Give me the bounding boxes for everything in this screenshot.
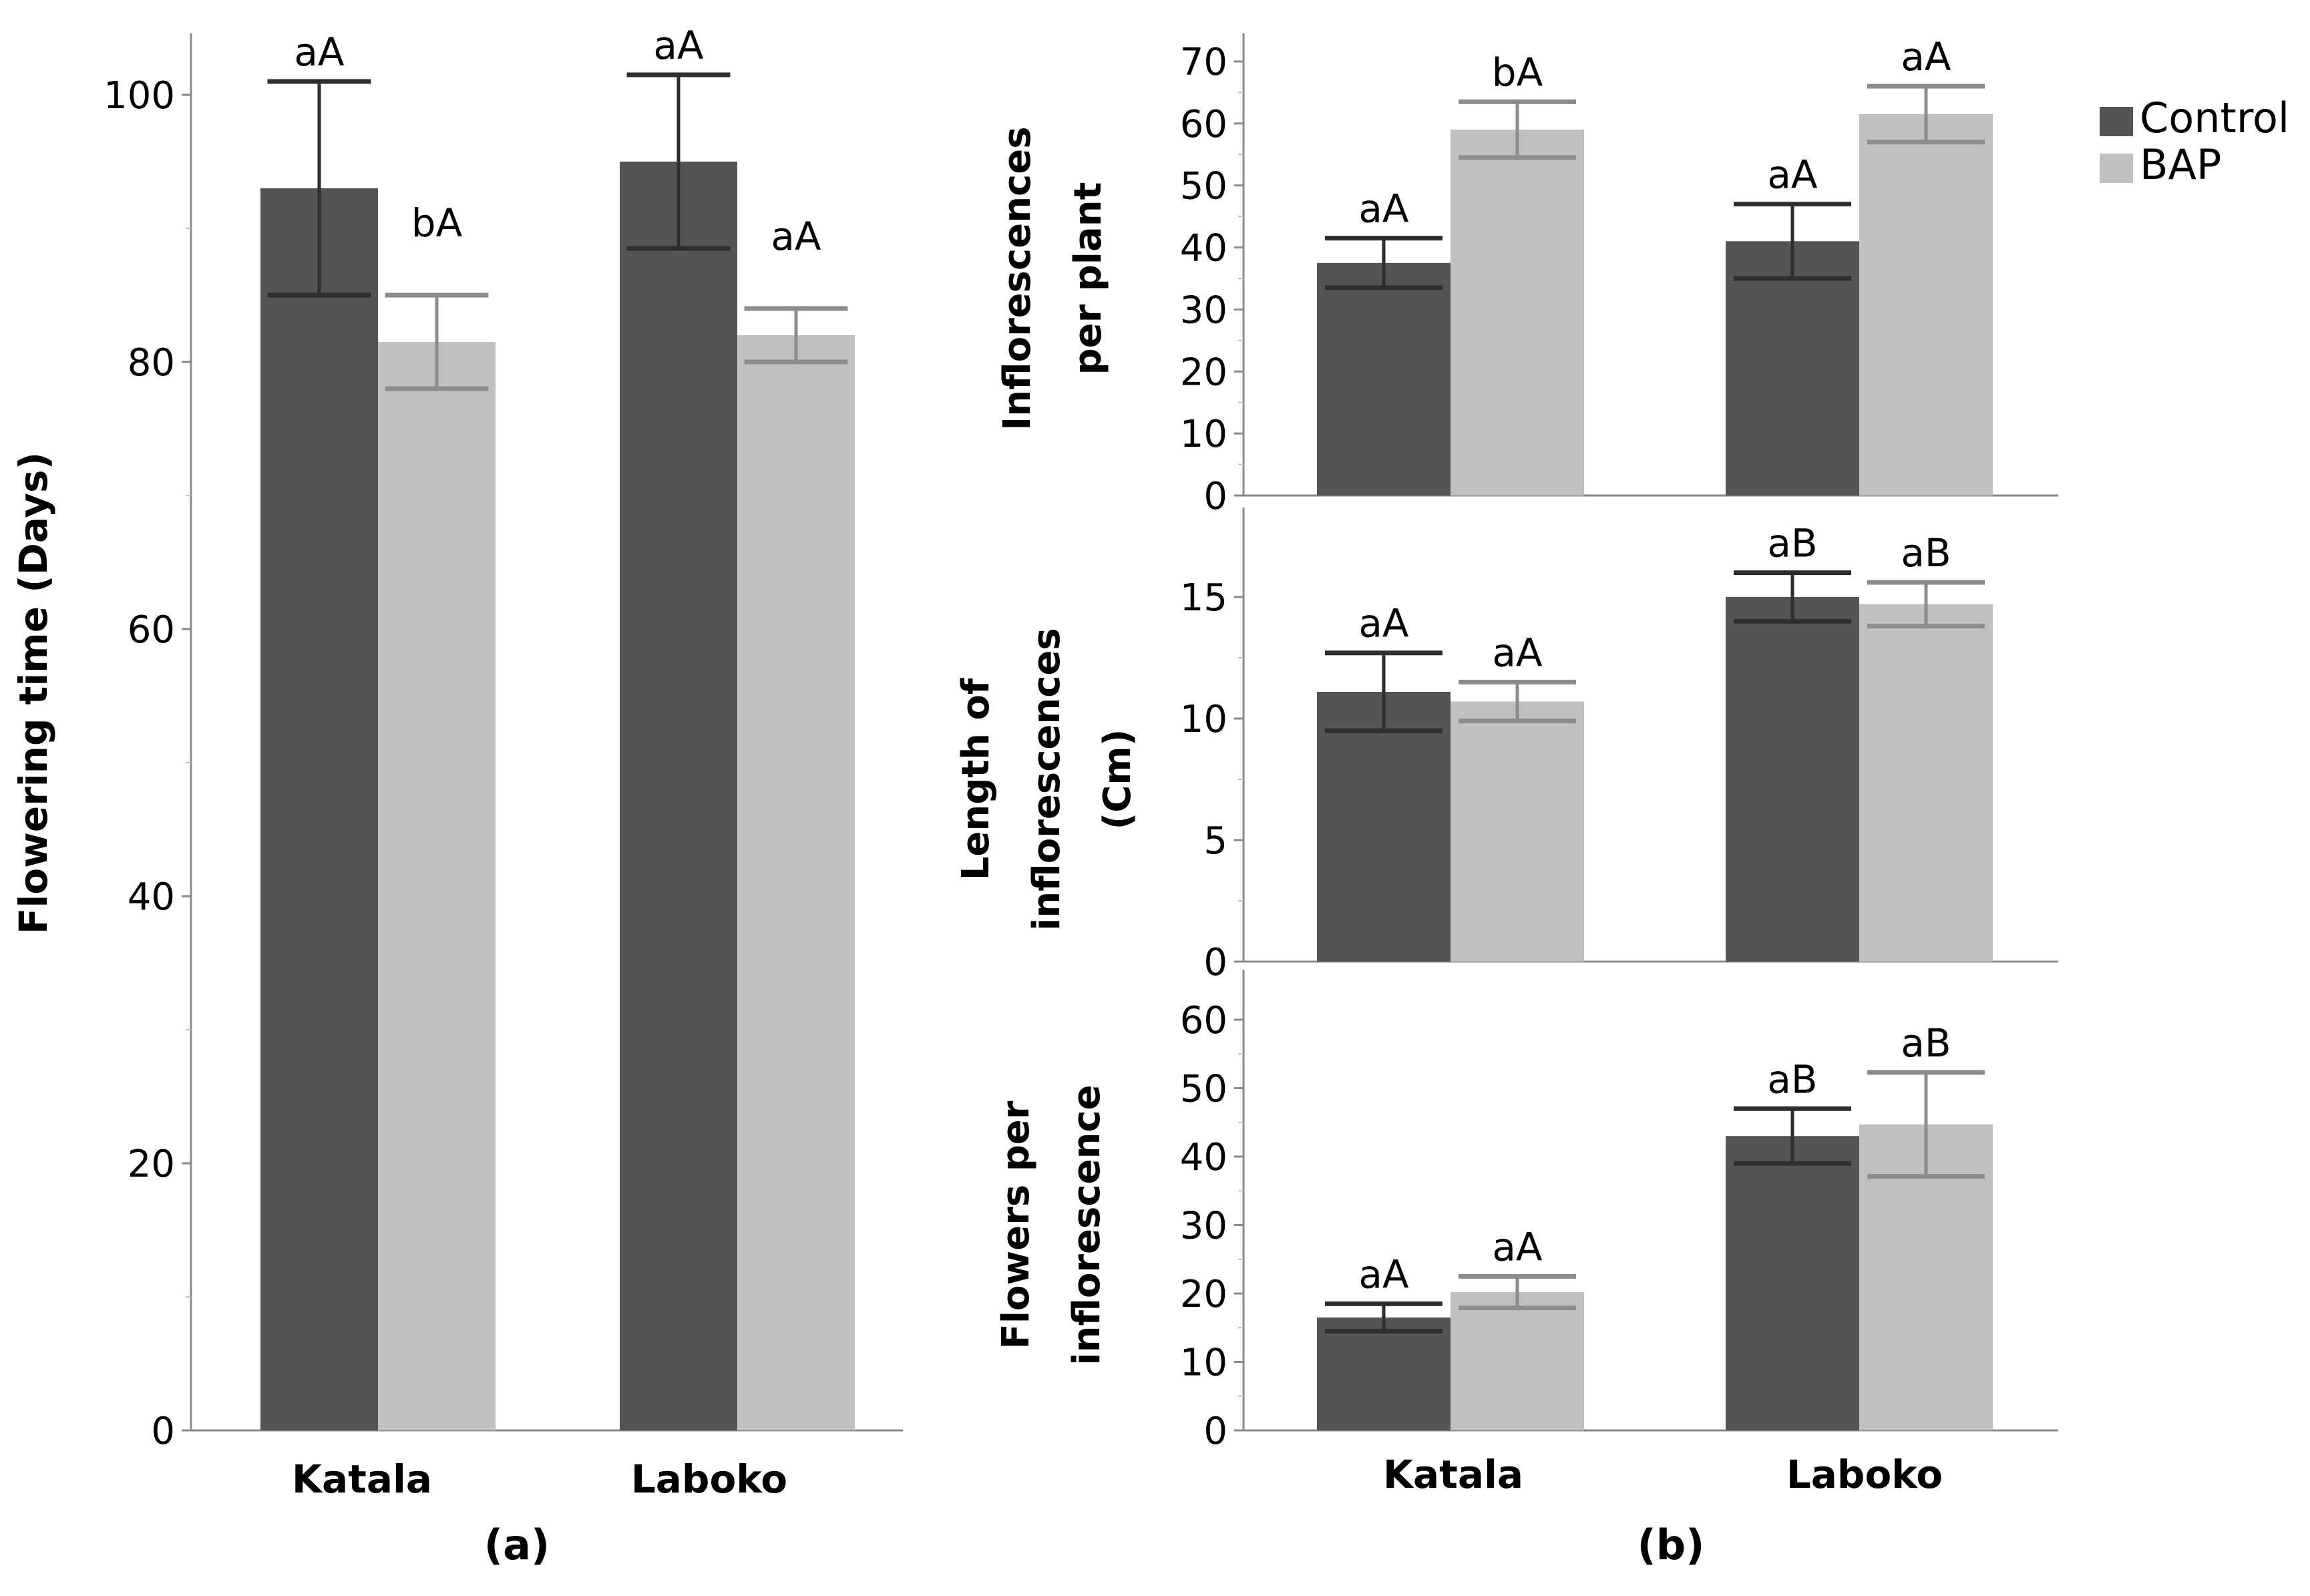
y-tick-label: 15 — [1180, 576, 1227, 620]
legend-label-bap: BAP — [2140, 140, 2221, 189]
y-tick-label: 40 — [128, 875, 175, 919]
bar-b1-bap-1 — [1859, 114, 1993, 495]
significance-letter: aA — [653, 23, 704, 68]
category-label-laboko-b: Laboko — [1786, 1452, 1943, 1497]
y-tick-label: 20 — [1180, 351, 1227, 394]
category-label-katala-b: Katala — [1383, 1452, 1523, 1497]
y-tick-label: 30 — [1180, 288, 1227, 332]
category-label-katala-a: Katala — [292, 1456, 432, 1502]
significance-letter: aB — [1901, 1020, 1951, 1066]
y-tick-label: 20 — [1180, 1273, 1227, 1316]
significance-letter: aA — [1492, 1224, 1543, 1269]
y-tick-label: 0 — [1203, 1410, 1227, 1453]
significance-letter: aA — [771, 214, 821, 259]
y-axis-label-line: inflorescences — [1025, 628, 1069, 931]
bar-b2-control-0 — [1317, 691, 1451, 962]
significance-letter: aA — [1901, 34, 1951, 79]
y-tick-label: 60 — [128, 608, 175, 652]
bar-b1-bap-0 — [1451, 130, 1584, 496]
bar-b3-control-0 — [1317, 1317, 1451, 1430]
y-tick-label: 100 — [104, 74, 175, 118]
y-axis-label-line: inflorescence — [1065, 1084, 1109, 1365]
y-axis-label-line: Inflorescences — [996, 126, 1039, 430]
significance-letter: aA — [1358, 1251, 1409, 1297]
y-tick-label: 50 — [1180, 165, 1227, 208]
significance-letter: aA — [1492, 630, 1543, 675]
bar-b2-control-1 — [1726, 597, 1859, 962]
y-axis-label-line: per plant — [1067, 182, 1110, 375]
y-axis-label-line: Length of — [954, 678, 998, 880]
y-tick-label: 10 — [1180, 413, 1227, 456]
significance-letter: aB — [1767, 1056, 1817, 1102]
significance-letter: bA — [411, 200, 463, 246]
bar-b2-bap-0 — [1451, 701, 1584, 962]
significance-letter: aA — [1767, 152, 1818, 198]
bar-a-control-1 — [620, 162, 737, 1430]
y-tick-label: 60 — [1180, 103, 1227, 146]
bar-b1-control-0 — [1317, 262, 1451, 495]
category-label-laboko-a: Laboko — [631, 1456, 787, 1502]
y-tick-label: 10 — [1180, 698, 1227, 741]
bar-a-bap-0 — [378, 342, 496, 1430]
panel-label-a: (a) — [484, 1521, 550, 1569]
y-tick-label: 40 — [1180, 227, 1227, 270]
y-tick-label: 60 — [1180, 999, 1227, 1042]
bars-layer — [260, 72, 2133, 1430]
bar-b3-bap-0 — [1451, 1291, 1584, 1430]
y-tick-label: 10 — [1180, 1342, 1227, 1385]
bar-b3-control-1 — [1726, 1136, 1859, 1430]
significance-letter: aA — [294, 29, 345, 75]
bar-a-bap-1 — [737, 335, 855, 1430]
y-axis-label-line: (Cm) — [1096, 729, 1139, 830]
significance-letter: aB — [1901, 530, 1951, 576]
legend-swatch-bap — [2100, 154, 2133, 183]
y-tick-label: 0 — [1203, 941, 1227, 984]
significance-letter: aA — [1358, 186, 1409, 232]
y-axis-label: Flowering time (Days) — [11, 452, 56, 934]
legend-label-control: Control — [2140, 93, 2289, 142]
y-tick-label: 50 — [1180, 1068, 1227, 1111]
bar-b2-bap-1 — [1859, 604, 1993, 962]
y-tick-label: 5 — [1203, 819, 1227, 863]
significance-letter: aA — [1358, 601, 1409, 646]
y-tick-label: 40 — [1180, 1136, 1227, 1179]
panel-label-b: (b) — [1637, 1521, 1704, 1569]
significance-letter: aB — [1767, 521, 1817, 566]
bar-a-control-0 — [260, 188, 378, 1430]
y-axis-label-line: Flowers per — [994, 1101, 1038, 1349]
y-tick-label: 0 — [1203, 475, 1227, 518]
legend-swatch-control — [2100, 107, 2133, 136]
bar-b1-control-1 — [1726, 241, 1859, 495]
y-tick-label: 30 — [1180, 1205, 1227, 1248]
y-tick-label: 70 — [1180, 41, 1227, 84]
y-tick-label: 0 — [151, 1410, 175, 1453]
y-tick-label: 20 — [128, 1143, 175, 1186]
y-tick-label: 80 — [128, 341, 175, 385]
significance-letter: bA — [1492, 49, 1543, 95]
